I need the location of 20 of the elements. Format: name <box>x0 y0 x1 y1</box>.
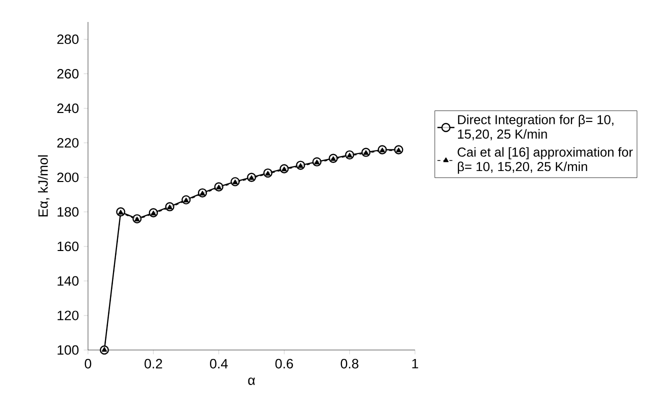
legend-label: Direct Integration for β= 10, 15,20, 25 K/min <box>458 114 614 140</box>
x-tick-label: 0.8 <box>340 358 358 368</box>
x-tick-label: 1 <box>412 358 418 368</box>
y-tick-label: 180 <box>58 207 79 217</box>
y-tick-label: 160 <box>58 242 79 252</box>
x-tick-label: 0.6 <box>275 358 293 368</box>
y-tick-label: 120 <box>58 310 79 320</box>
x-tick-label: 0.4 <box>210 358 228 368</box>
x-tick-label: 0.2 <box>144 358 162 368</box>
y-tick-label: 220 <box>57 138 79 148</box>
legend-label: Cai et al [16] approximation for β= 10, 15,20, 25 K/min <box>458 147 633 174</box>
y-tick-label: 200 <box>57 172 79 182</box>
y-axis-title: Eα, kJ/mol <box>38 155 50 216</box>
x-axis-title: α <box>248 378 256 385</box>
x-tick-label: 0 <box>84 358 92 368</box>
y-tick-label: 280 <box>57 34 79 44</box>
y-tick-label: 100 <box>58 345 79 355</box>
y-tick-label: 140 <box>58 276 79 286</box>
y-tick-label: 260 <box>57 69 79 79</box>
y-tick-label: 240 <box>57 104 79 114</box>
